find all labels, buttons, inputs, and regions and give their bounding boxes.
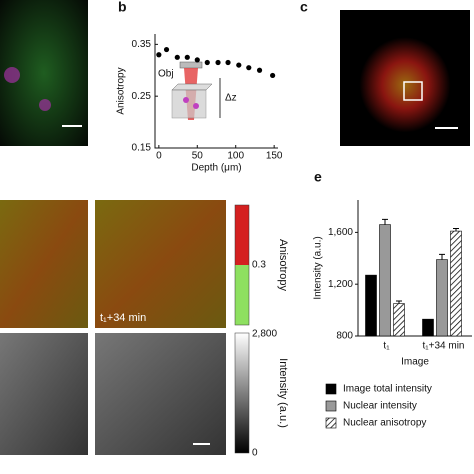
inset-label: Δz [225, 93, 237, 104]
point [256, 67, 263, 73]
point [270, 72, 276, 79]
bar [436, 259, 448, 337]
objective [179, 61, 203, 69]
x-axis-label: Depth (μm) [191, 163, 241, 174]
y-tick-label: 1,600 [328, 227, 353, 238]
colorbar-tick: 0.3 [252, 260, 266, 271]
point [163, 46, 170, 53]
colorbar-title: Anisotropy [277, 239, 289, 291]
y-axis-label: Intensity (a.u.) [313, 236, 324, 299]
y-tick-label: 800 [336, 331, 353, 342]
panel-label: b [118, 0, 127, 15]
colorbar [234, 204, 250, 326]
point [236, 62, 242, 68]
legend-swatch [325, 400, 337, 412]
bar [450, 230, 462, 337]
image-d [0, 333, 88, 455]
cell [183, 97, 189, 103]
x-tick-label: 150 [266, 151, 283, 162]
colorbar [234, 332, 250, 454]
error-bar [382, 218, 388, 225]
sample [171, 89, 207, 119]
point [225, 59, 231, 66]
image-d [0, 200, 88, 328]
colorbar-title: Intensity (a.u.) [277, 358, 289, 428]
sample [171, 83, 213, 91]
y-tick-label: 0.25 [132, 91, 152, 102]
error-bar [453, 227, 459, 232]
image-detail [4, 67, 20, 83]
x-tick-label: 0 [156, 151, 162, 162]
panel-label: e [314, 169, 322, 185]
bar [365, 274, 377, 337]
y-axis-label: Anisotropy [116, 67, 127, 114]
image-detail [39, 99, 51, 111]
x-axis-label: Image [401, 357, 429, 368]
point [204, 59, 210, 66]
bar [393, 303, 405, 337]
x-tick-label: t₁+34 min [422, 341, 464, 352]
panel-label: c [300, 0, 308, 15]
point [215, 59, 221, 66]
legend-label: Image total intensity [343, 384, 432, 395]
image-label: t₁+34 min [100, 312, 146, 324]
y-tick-label: 0.35 [132, 39, 152, 50]
point [194, 57, 200, 63]
legend-label: Nuclear anisotropy [343, 418, 426, 429]
image-c [340, 10, 470, 146]
point [174, 54, 180, 60]
x-tick-label: t₁ [383, 341, 390, 352]
error-bar [439, 253, 445, 260]
legend-swatch [325, 383, 337, 395]
cell [193, 103, 199, 109]
inset: Obj Δz [158, 61, 237, 120]
bar [379, 224, 391, 337]
inset-label: Obj [158, 69, 174, 80]
point [156, 52, 162, 58]
colorbar-tick: 2,800 [252, 329, 277, 340]
bar [422, 318, 434, 337]
y-tick-label: 0.15 [132, 143, 152, 154]
point [246, 65, 252, 71]
image-d [95, 200, 226, 328]
colorbar-tick: 0 [252, 448, 258, 459]
y-tick-label: 1,200 [328, 279, 353, 290]
roi-box [403, 81, 423, 101]
legend-label: Nuclear intensity [343, 401, 417, 412]
x-tick-label: 50 [192, 151, 204, 162]
legend-swatch [325, 417, 337, 429]
point [184, 54, 190, 60]
image-d [95, 333, 226, 455]
x-tick-label: 100 [227, 151, 244, 162]
error-bar [396, 300, 402, 304]
